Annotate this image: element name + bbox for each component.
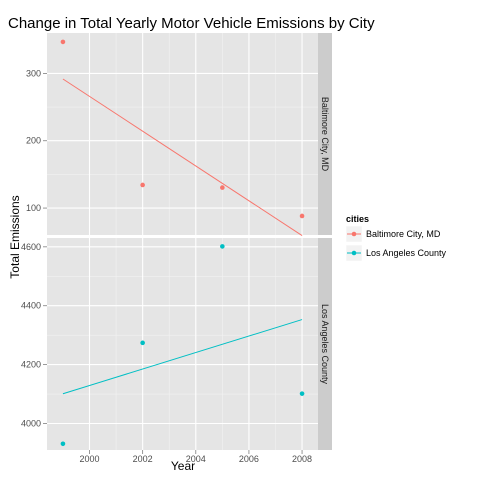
panel-background: [47, 238, 318, 450]
facet-strip-label: Los Angeles County: [320, 304, 330, 385]
data-point: [220, 244, 225, 249]
trend-line: [62, 78, 303, 236]
data-point: [60, 441, 66, 447]
legend-title: cities: [346, 214, 369, 224]
x-axis-title: Year: [171, 459, 195, 473]
data-point: [299, 213, 305, 219]
x-axis: 2000 2002 2004 2006 2008: [79, 450, 312, 464]
facet-panel-2: 4000 4200 4400 4600 Los Angeles County: [21, 238, 332, 450]
facet-strip: [318, 33, 332, 235]
legend-key-point: [351, 231, 357, 237]
x-tick-label: 2006: [239, 454, 259, 464]
facet-strip-label: Baltimore City, MD: [320, 97, 330, 172]
legend-key-point: [351, 250, 357, 256]
y-tick-label: 200: [26, 136, 41, 146]
data-point: [60, 39, 66, 45]
data-point: [140, 340, 145, 346]
x-tick-label: 2000: [79, 454, 99, 464]
y-axis-title: Total Emissions: [8, 195, 22, 278]
x-tick-label: 2002: [133, 454, 153, 464]
trend-line: [62, 319, 303, 395]
facet-strip: [318, 238, 332, 450]
panel-background: [47, 33, 318, 235]
data-point: [220, 185, 225, 190]
legend-label: Baltimore City, MD: [366, 229, 441, 239]
y-tick-label: 100: [26, 203, 41, 213]
x-tick-label: 2008: [292, 454, 312, 464]
data-point: [140, 182, 145, 188]
legend: cities Baltimore City, MD Los Angeles Cou…: [345, 214, 447, 262]
x-tick-label: 2004: [186, 454, 206, 464]
y-tick-label: 300: [26, 68, 41, 78]
legend-label: Los Angeles County: [366, 248, 447, 258]
facet-panel-1: 100 200 300 Baltimore City, MD: [26, 33, 332, 236]
y-tick-label: 4600: [21, 242, 41, 252]
y-tick-label: 4400: [21, 301, 41, 311]
y-tick-label: 4000: [21, 419, 41, 429]
y-tick-label: 4200: [21, 360, 41, 370]
chart-title: Change in Total Yearly Motor Vehicle Emi…: [8, 15, 375, 32]
data-point: [299, 391, 305, 396]
